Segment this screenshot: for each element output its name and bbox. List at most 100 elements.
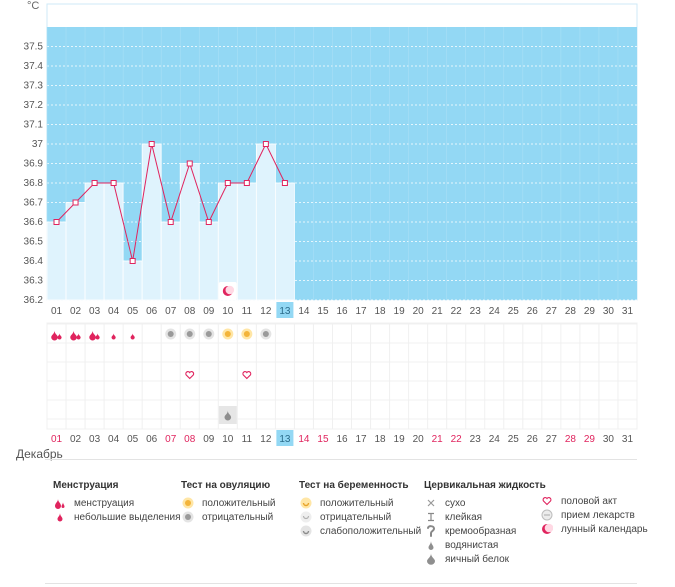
legend-item-ovulation-positive: положительный <box>181 496 275 510</box>
legend-menstruation-title: Менструация <box>53 480 119 491</box>
menstruation-icon <box>53 496 67 510</box>
day-label: 15 <box>317 434 329 445</box>
day-label: 31 <box>622 306 634 317</box>
day-label: 25 <box>508 434 520 445</box>
drop <box>57 333 62 340</box>
ovulation-inner <box>262 331 269 337</box>
legend-item-label: клейкая <box>445 511 483 523</box>
y-tick-label: 37.3 <box>24 81 44 92</box>
temperature-point <box>262 141 269 147</box>
day-label: 05 <box>127 434 139 445</box>
legend-ovulation-title: Тест на овуляцию <box>181 480 271 491</box>
day-label: 19 <box>394 306 406 317</box>
temperature-bar <box>65 202 86 301</box>
drop <box>224 410 232 421</box>
day-label: 02 <box>70 306 82 317</box>
legend-item-label: положительный <box>320 497 394 509</box>
pregnancy-weak-icon <box>299 524 313 538</box>
temperature-bar <box>46 221 67 301</box>
day-label: 10 <box>222 306 234 317</box>
day-label: 30 <box>603 306 615 317</box>
day-label: 30 <box>603 434 615 445</box>
legend-item-menstruation: менструация <box>53 496 181 510</box>
day-label: 08 <box>184 306 196 317</box>
legend-menstruation: Менструация менструация небольшие выделе… <box>53 480 181 524</box>
legend-ovulation: Тест на овуляцию положительный отрицател… <box>181 480 275 524</box>
day-label: 22 <box>451 434 463 445</box>
watery-drop-icon <box>424 538 438 552</box>
legend-item-label: отрицательный <box>320 511 392 523</box>
legend-top-divider <box>45 459 637 460</box>
dry-cross-icon <box>424 496 438 510</box>
legend-item-watery: водянистая <box>424 538 546 552</box>
y-tick-label: 36.2 <box>24 295 44 306</box>
drop <box>89 330 96 341</box>
legend-item-label: отрицательный <box>202 511 274 523</box>
day-label: 28 <box>565 434 577 445</box>
temperature-point <box>148 141 155 147</box>
day-label: 01 <box>51 434 63 445</box>
pregnancy-negative-icon <box>299 510 313 524</box>
y-tick-label: 36.5 <box>24 237 44 248</box>
legend-item-medication: прием лекарств <box>540 508 648 522</box>
day-label-current: 13 <box>279 306 291 317</box>
day-label: 10 <box>222 434 234 445</box>
temperature-bar <box>122 260 143 301</box>
day-label: 24 <box>489 434 501 445</box>
day-label: 17 <box>355 434 367 445</box>
temperature-point <box>281 180 288 186</box>
temperature-bar <box>160 221 181 301</box>
legend-cervical-title: Цервикальная жидкость <box>424 480 546 491</box>
day-label: 02 <box>70 434 82 445</box>
pill-icon <box>540 508 554 522</box>
legend-other: половой акт прием лекарств лунный календ… <box>540 494 648 536</box>
day-label: 11 <box>242 434 253 445</box>
legend-item-label: яичный белок <box>445 553 510 565</box>
ovulation-positive-icon <box>181 496 195 510</box>
day-label: 20 <box>413 434 425 445</box>
legend-item-label: кремообразная <box>445 525 517 537</box>
day-label: 03 <box>89 434 101 445</box>
day-label: 01 <box>51 306 63 317</box>
light-bleeding-icon <box>53 510 67 524</box>
legend-item-egg-white: яичный белок <box>424 552 546 566</box>
day-label: 08 <box>184 434 196 445</box>
day-label: 20 <box>413 306 425 317</box>
legend-item-label: небольшие выделения <box>74 511 181 523</box>
heart-icon <box>185 371 195 380</box>
day-label-current: 13 <box>279 434 291 445</box>
day-label: 09 <box>203 434 215 445</box>
temperature-point <box>167 219 174 225</box>
legend-cervical: Цервикальная жидкость сухо клейкая кремо… <box>424 480 546 566</box>
day-label: 26 <box>527 306 539 317</box>
legend-item-dry: сухо <box>424 496 546 510</box>
ovulation-negative-icon <box>165 328 177 340</box>
current-day-highlight <box>276 302 294 318</box>
day-label: 07 <box>165 306 177 317</box>
y-tick-label: 37 <box>32 139 44 150</box>
day-label: 24 <box>489 306 501 317</box>
day-label: 14 <box>298 306 310 317</box>
drop <box>76 333 81 340</box>
day-label: 05 <box>127 306 139 317</box>
legend-item-label: сухо <box>445 497 466 509</box>
legend-item-sticky: клейкая <box>424 510 546 524</box>
legend-item-ovulation-negative: отрицательный <box>181 510 275 524</box>
legend-item-lunar: лунный календарь <box>540 522 648 536</box>
temperature-point <box>224 180 231 186</box>
day-label: 15 <box>317 306 329 317</box>
symptom-grid <box>46 322 638 430</box>
day-label: 17 <box>355 306 367 317</box>
temperature-point <box>243 180 250 186</box>
day-label: 06 <box>146 306 158 317</box>
legend-item-pregnancy-positive: положительный <box>299 496 421 510</box>
temperature-point <box>110 180 117 186</box>
ovulation-negative-icon <box>260 328 272 340</box>
day-label: 23 <box>470 306 482 317</box>
y-tick-label: 37.1 <box>24 120 44 131</box>
legend-item-label: положительный <box>202 497 276 509</box>
temperature-bar <box>84 182 105 301</box>
y-tick-label: 37.5 <box>24 42 44 53</box>
day-label: 26 <box>527 434 539 445</box>
ovulation-positive-icon <box>222 328 234 340</box>
